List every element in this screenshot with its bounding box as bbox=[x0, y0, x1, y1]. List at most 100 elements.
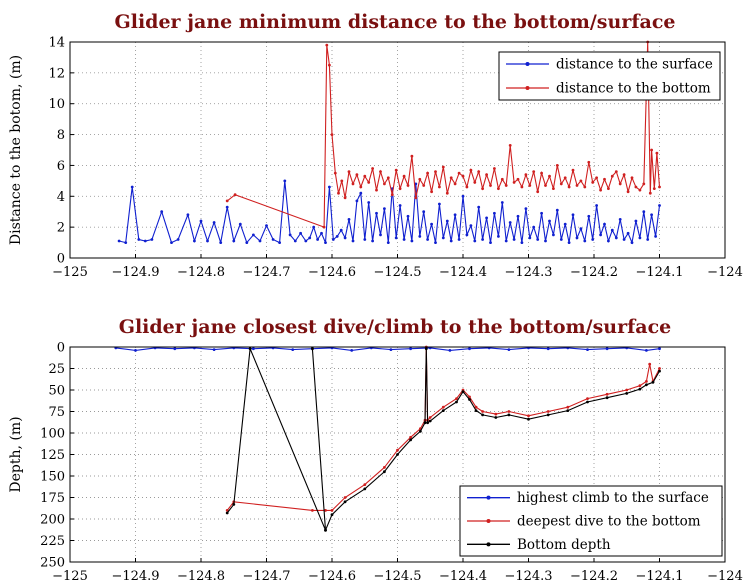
distance-point-distance-to-the-bottom bbox=[233, 193, 237, 197]
distance-point-distance-to-the-bottom bbox=[648, 191, 652, 195]
distance-point-distance-to-the-surface bbox=[524, 207, 528, 211]
distance-point-distance-to-the-bottom bbox=[591, 181, 595, 184]
distance-point-distance-to-the-bottom bbox=[457, 171, 461, 175]
depth-legend-label: Bottom depth bbox=[517, 537, 611, 553]
distance-point-distance-to-the-bottom bbox=[375, 188, 378, 192]
depth-point-bottom-depth bbox=[586, 400, 589, 404]
depth-point-deepest-dive-to-the-bottom bbox=[507, 410, 511, 413]
distance-point-distance-to-the-surface bbox=[500, 201, 504, 204]
distance-legend-label: distance to the bottom bbox=[556, 81, 711, 97]
distance-point-distance-to-the-surface bbox=[555, 208, 559, 212]
distance-point-distance-to-the-surface bbox=[583, 239, 587, 243]
depth-series-deepest-dive-to-the-bottom bbox=[226, 346, 660, 511]
depth-point-bottom-depth bbox=[566, 409, 570, 412]
distance-point-distance-to-the-bottom bbox=[532, 170, 536, 174]
depth-y-tick-label: 250 bbox=[40, 556, 65, 571]
depth-point-bottom-depth bbox=[225, 511, 229, 515]
distance-point-distance-to-the-surface bbox=[618, 218, 622, 221]
distance-point-distance-to-the-bottom bbox=[520, 185, 524, 189]
depth-point-highest-climb-to-the-surface bbox=[134, 349, 137, 352]
distance-point-distance-to-the-surface bbox=[379, 233, 382, 237]
distance-point-distance-to-the-surface bbox=[193, 239, 196, 243]
distance-point-distance-to-the-bottom bbox=[658, 185, 661, 189]
depth-point-deepest-dive-to-the-bottom bbox=[481, 410, 484, 413]
depth-point-bottom-depth bbox=[324, 528, 327, 532]
distance-point-distance-to-the-bottom bbox=[544, 184, 547, 187]
distance-point-distance-to-the-surface bbox=[646, 238, 650, 241]
depth-point-bottom-depth bbox=[426, 421, 429, 425]
depth-point-bottom-depth bbox=[423, 421, 427, 425]
distance-point-distance-to-the-surface bbox=[607, 239, 610, 243]
depth-point-deepest-dive-to-the-bottom bbox=[527, 414, 530, 418]
distance-point-distance-to-the-bottom bbox=[622, 173, 626, 177]
depth-point-deepest-dive-to-the-bottom bbox=[225, 509, 229, 512]
depth-point-deepest-dive-to-the-bottom bbox=[383, 466, 386, 469]
distance-point-distance-to-the-surface bbox=[536, 238, 540, 241]
distance-point-distance-to-the-surface bbox=[504, 239, 508, 243]
distance-point-distance-to-the-surface bbox=[312, 225, 316, 229]
distance-point-distance-to-the-bottom bbox=[563, 176, 567, 180]
distance-point-distance-to-the-surface bbox=[508, 221, 512, 224]
distance-chart-legend: distance to the surface distance to the b… bbox=[498, 51, 721, 101]
depth-x-tick-label: −124.3 bbox=[504, 569, 552, 584]
distance-point-distance-to-the-surface bbox=[324, 241, 327, 245]
distance-point-distance-to-the-bottom bbox=[347, 170, 351, 174]
distance-chart: Glider jane minimum distance to the bott… bbox=[8, 11, 743, 280]
distance-point-distance-to-the-surface bbox=[418, 235, 422, 238]
distance-point-distance-to-the-surface bbox=[219, 241, 223, 245]
distance-point-distance-to-the-surface bbox=[441, 236, 445, 240]
distance-point-distance-to-the-bottom bbox=[548, 174, 551, 178]
depth-point-bottom-depth bbox=[428, 419, 432, 423]
distance-legend-box bbox=[498, 51, 721, 101]
depth-point-bottom-depth bbox=[507, 413, 511, 417]
distance-series-distance-to-the-surface bbox=[118, 180, 661, 245]
distance-y-tick-label: 10 bbox=[48, 97, 65, 112]
distance-point-distance-to-the-surface bbox=[626, 231, 630, 235]
depth-chart: Glider jane closest dive/climb to the bo… bbox=[8, 316, 743, 584]
depth-y-tick-label: 75 bbox=[48, 405, 65, 420]
depth-point-bottom-depth bbox=[409, 438, 412, 442]
distance-point-distance-to-the-surface bbox=[430, 222, 433, 226]
distance-point-distance-to-the-surface bbox=[630, 241, 634, 245]
distance-point-distance-to-the-surface bbox=[540, 211, 543, 215]
distance-point-distance-to-the-surface bbox=[371, 239, 374, 243]
distance-point-distance-to-the-surface bbox=[654, 235, 657, 238]
distance-point-distance-to-the-bottom bbox=[343, 196, 347, 200]
distance-y-tick-label: 12 bbox=[48, 66, 65, 81]
distance-point-distance-to-the-surface bbox=[658, 204, 661, 207]
distance-point-distance-to-the-bottom bbox=[449, 176, 453, 180]
depth-x-tick-label: −124.5 bbox=[373, 569, 421, 584]
distance-point-distance-to-the-bottom bbox=[528, 184, 532, 187]
distance-point-distance-to-the-bottom bbox=[477, 170, 481, 174]
depth-point-bottom-depth bbox=[424, 347, 428, 351]
depth-point-highest-climb-to-the-surface bbox=[468, 347, 471, 351]
distance-point-distance-to-the-surface bbox=[143, 239, 147, 243]
distance-point-distance-to-the-surface bbox=[445, 219, 449, 223]
depth-point-bottom-depth bbox=[396, 453, 399, 456]
distance-point-distance-to-the-surface bbox=[232, 239, 236, 243]
depth-point-bottom-depth bbox=[546, 413, 550, 417]
distance-point-distance-to-the-surface bbox=[199, 219, 203, 223]
distance-point-distance-to-the-surface bbox=[532, 225, 536, 229]
distance-point-distance-to-the-bottom bbox=[497, 187, 500, 191]
depth-point-bottom-depth bbox=[527, 417, 530, 421]
distance-point-distance-to-the-surface bbox=[642, 210, 646, 214]
distance-point-distance-to-the-surface bbox=[512, 238, 516, 241]
distance-point-distance-to-the-bottom bbox=[225, 199, 229, 203]
distance-legend-label: distance to the surface bbox=[556, 57, 713, 73]
distance-point-distance-to-the-bottom bbox=[481, 187, 484, 191]
depth-point-highest-climb-to-the-surface bbox=[409, 347, 412, 351]
depth-point-bottom-depth bbox=[651, 380, 655, 384]
distance-x-tick-label: −125 bbox=[52, 265, 88, 280]
distance-point-distance-to-the-bottom bbox=[398, 187, 402, 191]
depth-y-tick-label: 175 bbox=[40, 491, 65, 506]
depth-point-highest-climb-to-the-surface bbox=[605, 347, 609, 351]
distance-point-distance-to-the-surface bbox=[293, 239, 297, 243]
distance-point-distance-to-the-bottom bbox=[516, 177, 520, 181]
distance-point-distance-to-the-surface bbox=[493, 211, 496, 215]
distance-point-distance-to-the-bottom bbox=[328, 63, 331, 67]
depth-chart-title: Glider jane closest dive/climb to the bo… bbox=[119, 316, 672, 338]
distance-point-distance-to-the-bottom bbox=[325, 43, 329, 47]
distance-point-distance-to-the-bottom bbox=[379, 170, 382, 174]
depth-y-tick-label: 100 bbox=[40, 427, 65, 442]
